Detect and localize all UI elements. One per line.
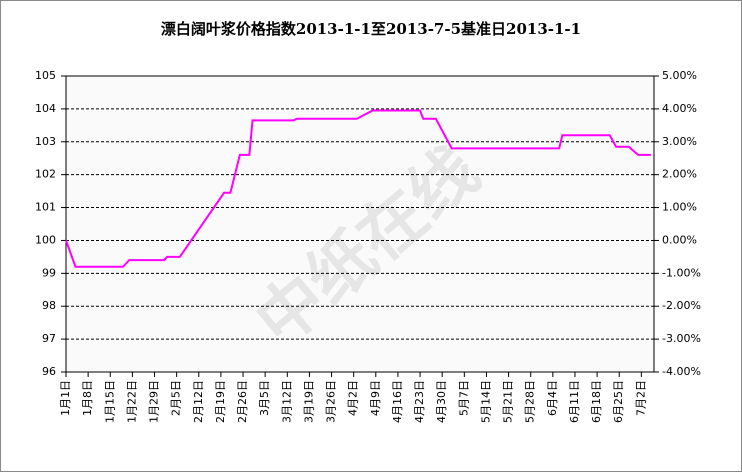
- x-tick-label: 5月28日: [524, 380, 537, 423]
- y2-tick-label: 4.00%: [662, 102, 697, 115]
- y-tick-label: 97: [42, 332, 56, 345]
- y2-tick-label: -1.00%: [662, 266, 701, 279]
- y2-tick-label: -3.00%: [662, 332, 701, 345]
- plot-area: [65, 75, 655, 373]
- y2-tick-label: -4.00%: [662, 365, 701, 378]
- y-tick-label: 100: [35, 233, 56, 246]
- x-tick-label: 4月9日: [369, 380, 382, 416]
- x-tick-label: 5月14日: [479, 380, 492, 423]
- y2-tick-label: 5.00%: [662, 69, 697, 82]
- x-tick-label: 3月19日: [302, 380, 315, 423]
- x-tick-label: 4月23日: [413, 380, 426, 423]
- x-tick-label: 7月2日: [634, 380, 647, 416]
- x-tick-label: 6月11日: [568, 380, 581, 423]
- y2-tick-label: 3.00%: [662, 135, 697, 148]
- y-tick-label: 98: [42, 299, 56, 312]
- chart-title: 漂白阔叶浆价格指数2013-1-1至2013-7-5基准日2013-1-1: [161, 20, 581, 38]
- x-tick-label: 3月5日: [258, 380, 271, 416]
- x-tick-label: 1月29日: [148, 380, 161, 423]
- y-tick-label: 96: [42, 365, 56, 378]
- x-tick-label: 1月15日: [103, 380, 116, 423]
- y-tick-label: 101: [35, 201, 56, 214]
- y2-tick-label: 0.00%: [662, 233, 697, 246]
- x-tick-label: 2月19日: [214, 380, 227, 423]
- y2-tick-label: 1.00%: [662, 201, 697, 214]
- x-tick-label: 6月4日: [546, 380, 559, 416]
- x-tick-label: 2月5日: [170, 380, 183, 416]
- x-tick-label: 4月2日: [347, 380, 360, 416]
- x-tick-label: 6月25日: [612, 380, 625, 423]
- y2-tick-label: 2.00%: [662, 168, 697, 181]
- x-tick-label: 1月8日: [81, 380, 94, 416]
- y-tick-label: 104: [35, 102, 56, 115]
- y-tick-label: 99: [42, 266, 56, 279]
- line: [65, 109, 651, 268]
- y2-tick-label: -2.00%: [662, 299, 701, 312]
- x-tick-label: 1月1日: [59, 380, 72, 416]
- x-tick-label: 4月30日: [435, 380, 448, 423]
- x-tick-label: 6月18日: [590, 380, 603, 423]
- x-tick-label: 3月26日: [325, 380, 338, 423]
- y-tick-label: 102: [35, 168, 56, 181]
- x-tick-label: 5月21日: [502, 380, 515, 423]
- x-tick-label: 1月22日: [125, 380, 138, 423]
- x-tick-label: 5月7日: [457, 380, 470, 416]
- x-tick-label: 4月16日: [391, 380, 404, 423]
- y-tick-label: 103: [35, 135, 56, 148]
- x-tick-label: 2月26日: [236, 380, 249, 423]
- y-tick-label: 105: [35, 69, 56, 82]
- x-tick-label: 2月12日: [192, 380, 205, 423]
- x-tick-label: 3月12日: [280, 380, 293, 423]
